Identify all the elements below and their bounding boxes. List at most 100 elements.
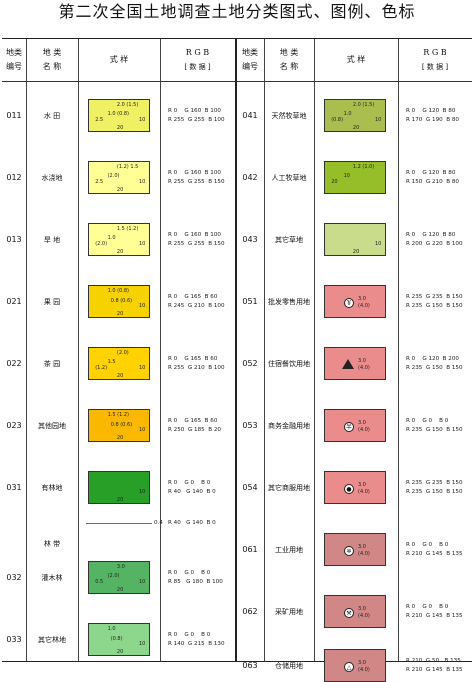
land-name: 有林地 — [41, 484, 63, 492]
swatch-dim-label: 1.0 — [107, 626, 116, 632]
rgb-line-2: R 170 G 190 B 80 — [406, 117, 459, 123]
rgb-line-1: R 0 G 0 B 0 — [406, 542, 449, 548]
rgb-line-1: R 0 G 160 B 100 — [168, 232, 221, 238]
land-name: 水 田 — [43, 112, 61, 120]
land-code: 051 — [242, 297, 258, 306]
rgb-line-1: R 0 G 0 B 0 — [168, 570, 211, 576]
swatch-dim-label: 10 — [139, 303, 146, 310]
header-code: 地类 编号 — [6, 48, 22, 71]
rgb-line-1: R 0 G 160 B 100 — [168, 108, 221, 114]
swatch-dim-label: 20 — [116, 649, 124, 655]
color-swatch: △ 3.0 (4.0) — [324, 649, 386, 682]
color-swatch: 1.0 (0.8) 10 20 — [88, 623, 150, 656]
page-title: 第二次全国土地调查土地分类图式、图例、色标 — [58, 2, 416, 21]
rgb-line-2: R 235 G 150 B 150 — [406, 303, 463, 309]
swatch-dim-label: 20 — [116, 187, 124, 193]
swatch-dim-label: 0.8 (0.6) — [110, 422, 133, 429]
rgb-line-2: R 200 G 220 B 100 — [406, 241, 463, 247]
swatch-dim-label: 2.5 — [95, 179, 104, 186]
land-code: 042 — [242, 173, 258, 182]
header-code-right: 地类 编号 — [242, 48, 258, 71]
rgb-line-2: R 210 G 145 B 135 — [406, 551, 463, 557]
land-name: 其它草地 — [275, 236, 303, 244]
land-name: 商务金融用地 — [268, 422, 310, 430]
rgb-line-1: R 0 G 0 B 0 — [168, 632, 211, 638]
rgb-line-2: R 210 G 145 B 135 — [406, 667, 463, 673]
rgb-line-2: R 255 G 255 B 100 — [168, 117, 225, 123]
land-code: 052 — [242, 359, 258, 368]
color-swatch: 1.0 (0.8) 0.8 (0.6) 10 20 — [88, 285, 150, 318]
rgb-line-2: R 140 G 215 B 130 — [168, 641, 225, 647]
land-name: 林 带 — [43, 540, 61, 548]
swatch-dim-label: 0.4 — [154, 520, 163, 526]
map-symbol-icon: ⚒ — [344, 607, 354, 618]
rgb-values: R 0 G 120 B 80 R 150 G 210 B 80 — [406, 169, 459, 187]
rgb-values: R 0 G 165 B 60 R 255 G 210 B 100 — [168, 355, 225, 373]
land-code: 041 — [242, 111, 258, 120]
land-name: 批发零售用地 — [268, 298, 310, 306]
swatch-dim-label: 1.2 (1.0) — [352, 164, 375, 170]
header-style: 式 样 — [109, 55, 129, 64]
swatch-dim-label: 10 — [375, 241, 382, 248]
swatch-dim-label: 10 — [343, 172, 350, 179]
swatch-dim-label: 10 — [139, 427, 146, 434]
swatch-dim-label: 10 — [139, 365, 146, 372]
color-swatch: (1.2) 1.5 (2.0) 2.5 10 20 — [88, 161, 150, 194]
land-code: 023 — [6, 421, 22, 430]
rgb-line-1: R 0 G 165 B 60 — [168, 294, 218, 300]
rgb-line-1: R 0 G 0 B 0 — [168, 480, 211, 486]
land-name: 灌木林 — [41, 574, 63, 582]
rgb-line-1: R 235 G 235 B 150 — [406, 294, 463, 300]
swatch-dim-label: 3.0 — [358, 481, 366, 488]
land-name: 旱 地 — [43, 236, 61, 244]
rgb-values: R 0 G 165 B 60 R 250 G 185 B 20 — [168, 417, 221, 435]
swatch-dim-label: 10 — [139, 241, 146, 248]
swatch-dim-label: 20 — [116, 311, 124, 317]
rgb-line-1: R 0 G 165 B 60 — [168, 356, 218, 362]
rgb-values: R 0 G 120 B 200 R 235 G 150 B 150 — [406, 355, 463, 373]
land-name: 其它商服用地 — [268, 484, 310, 492]
rgb-line-2: R 255 G 255 B 150 — [168, 179, 225, 185]
rgb-values: R 0 G 0 B 0 R 140 G 215 B 130 — [168, 631, 225, 649]
header-rgb-right: R G B[ 数 据 ] — [421, 48, 449, 71]
swatch-dim-label: 3.0 — [358, 357, 366, 364]
swatch-dim-label: (2.0) — [116, 350, 129, 356]
rgb-values: R 0 G 0 B 0 R 85 G 180 B 100 — [168, 569, 223, 587]
land-code: 061 — [242, 545, 258, 554]
color-swatch: 10 20 — [88, 471, 150, 504]
swatch-dim-label: (1.2) 1.5 — [116, 164, 139, 170]
swatch-dim-label: 20 — [116, 497, 124, 503]
rgb-values: R 0 G 0 B 0 R 210 G 145 B 135 — [406, 603, 463, 621]
swatch-dim-label: 2.5 — [95, 117, 104, 124]
swatch-dim-label: 20 — [116, 587, 124, 593]
swatch-dim-label: (2.0) — [107, 572, 120, 579]
rgb-line-1: R 0 G 160 B 100 — [168, 170, 221, 176]
rgb-line-1: R 0 G 120 B 80 — [406, 170, 456, 176]
rgb-line-2: R 250 G 185 B 20 — [168, 427, 221, 433]
rgb-line-2: R 255 G 255 B 150 — [168, 241, 225, 247]
swatch-dim-label: (4.0) — [358, 426, 370, 433]
legend-table: 地类 编号 地 类名 称 式 样 R G B[ 数 据 ] 地类 编号 地 类名 称… — [2, 38, 472, 682]
rgb-line-2: R 210 G 145 B 135 — [406, 613, 463, 619]
swatch-dim-label: (2.0) — [95, 241, 108, 248]
swatch-dim-label: 0.8 (0.6) — [110, 298, 133, 305]
hotel-symbol-icon — [342, 358, 354, 369]
swatch-dim-label: 20 — [116, 249, 124, 255]
land-code: 043 — [242, 235, 258, 244]
rgb-values: R 0 G 0 B 0 R 235 G 150 B 150 — [406, 417, 463, 435]
map-symbol-icon: ● — [344, 483, 354, 494]
swatch-dim-label: (0.8) — [331, 117, 344, 124]
swatch-dim-label: (4.0) — [358, 302, 370, 309]
swatch-dim-label: 20 — [116, 373, 124, 379]
land-name: 天然牧草地 — [271, 112, 307, 120]
color-swatch: ✲ 3.0 (4.0) — [324, 533, 386, 566]
swatch-dim-label: 3.0 — [358, 543, 366, 550]
swatch-dim-label: 1.0 (0.8) — [107, 110, 129, 117]
rgb-values: R 210 G 50 B 135 R 210 G 145 B 135 — [406, 657, 463, 675]
rgb-line-2: R 255 G 210 B 100 — [168, 365, 225, 371]
color-swatch: ¥3.0 (4.0) — [324, 285, 386, 318]
rgb-line-2: R 235 G 150 B 150 — [406, 489, 463, 495]
rgb-values: R 0 G 160 B 100 R 255 G 255 B 100 — [168, 107, 225, 125]
swatch-dim-label: 10 — [375, 117, 382, 124]
swatch-dim-label: 20 — [352, 249, 360, 255]
